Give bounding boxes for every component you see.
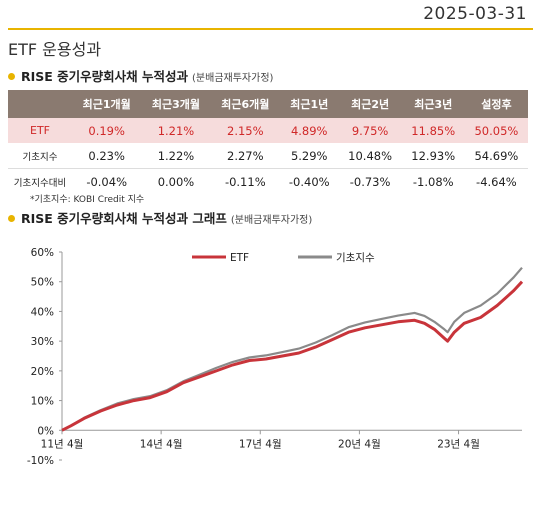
x-tick-label: 11년 4월 — [41, 438, 84, 450]
table-cell: 9.75% — [338, 118, 402, 143]
x-tick-label: 17년 4월 — [239, 438, 282, 450]
table-cell: 5.29% — [290, 148, 328, 163]
table-cell: 12.93% — [411, 148, 456, 163]
table-cell: 10.48% — [348, 148, 393, 163]
legend-label: ETF — [230, 252, 249, 264]
section-title-text: RISE 중기우량회사채 누적성과 그래프 — [21, 211, 227, 226]
bullet-icon — [8, 73, 15, 80]
table-cell: 2.27% — [227, 148, 264, 163]
table-cell: 50.05% — [464, 118, 528, 143]
performance-line-chart: -10% 0% 10% 20% 30% 40% 50% 60% 11년 4월 14년 4월 17년 … — [27, 247, 524, 467]
header-divider — [8, 28, 533, 30]
legend-label: 기초지수 — [336, 252, 375, 264]
table-cell: -1.08% — [401, 168, 465, 194]
series-line-index — [61, 266, 523, 432]
table-cell: -0.11% — [210, 168, 280, 194]
y-tick-label: 10% — [31, 396, 54, 408]
x-tick-label: 23년 4월 — [437, 438, 480, 450]
table-header-cell: 최근1년 — [279, 90, 339, 118]
y-tick-label: 0% — [37, 425, 54, 437]
table-cell: -0.73% — [338, 168, 402, 194]
report-date: 2025-03-31 — [423, 4, 527, 24]
y-tick-label: 40% — [31, 306, 54, 318]
series-line-etf — [61, 280, 524, 432]
table-row-etf: ETF 0.19% 1.21% 2.15% 4.89% 9.75% 11.85%… — [8, 118, 528, 143]
table-row-diff: 기초지수대비 -0.04% 0.00% -0.11% -0.40% -0.73%… — [8, 168, 528, 194]
table-cell: -0.04% — [72, 168, 142, 194]
section-title-performance: RISE 중기우량회사채 누적성과 (분배금재투자가정) — [8, 66, 273, 85]
x-tick-label: 14년 4월 — [140, 438, 183, 450]
table-cell: 1.22% — [157, 148, 195, 163]
page-title: ETF 운용성과 — [8, 40, 102, 59]
table-cell: 54.69% — [474, 148, 519, 163]
row-label: ETF — [8, 118, 72, 143]
section-note: (분배금재투자가정) — [230, 215, 313, 226]
table-header-row: 최근1개월 최근3개월 최근6개월 최근1년 최근2년 최근3년 설정후 — [8, 90, 528, 118]
y-tick-label: 60% — [31, 247, 54, 259]
table-cell: 0.00% — [141, 168, 211, 194]
table-cell: 1.21% — [141, 118, 211, 143]
y-tick-label: 50% — [31, 277, 54, 289]
footnote: *기초지수: KOBI Credit 지수 — [30, 195, 145, 205]
table-row-index: 기초지수 0.23% 1.22% 2.27% 5.29% 10.48% 12.9… — [8, 143, 528, 169]
table-header-cell: 설정후 — [464, 90, 528, 118]
table-cell: 4.89% — [279, 118, 339, 143]
y-tick-label: 20% — [31, 366, 54, 378]
table-header-cell: 최근2년 — [338, 90, 402, 118]
y-tick-label: -10% — [27, 455, 54, 467]
section-title-text: RISE 중기우량회사채 누적성과 — [21, 69, 189, 84]
performance-table: 최근1개월 최근3개월 최근6개월 최근1년 최근2년 최근3년 설정후 ETF… — [8, 90, 528, 194]
table-cell: 0.19% — [72, 118, 142, 143]
table-cell: -0.40% — [279, 168, 339, 194]
row-label: 기초지수 — [22, 151, 58, 163]
table-cell: -4.64% — [464, 168, 528, 194]
table-header-cell: 최근6개월 — [210, 90, 280, 118]
table-header-cell: 최근3개월 — [141, 90, 211, 118]
table-cell: 0.23% — [88, 148, 125, 163]
table-header-cell: 최근3년 — [401, 90, 465, 118]
table-header-cell: 최근1개월 — [72, 90, 142, 118]
bullet-icon — [8, 215, 15, 222]
table-header-cell — [8, 90, 72, 118]
x-tick-label: 20년 4월 — [338, 438, 381, 450]
y-tick-label: 30% — [31, 336, 54, 348]
section-title-graph: RISE 중기우량회사채 누적성과 그래프 (분배금재투자가정) — [8, 208, 312, 227]
table-cell: 2.15% — [210, 118, 280, 143]
row-label: 기초지수대비 — [8, 168, 72, 194]
table-cell: 11.85% — [401, 118, 465, 143]
section-note: (분배금재투자가정) — [192, 73, 274, 84]
